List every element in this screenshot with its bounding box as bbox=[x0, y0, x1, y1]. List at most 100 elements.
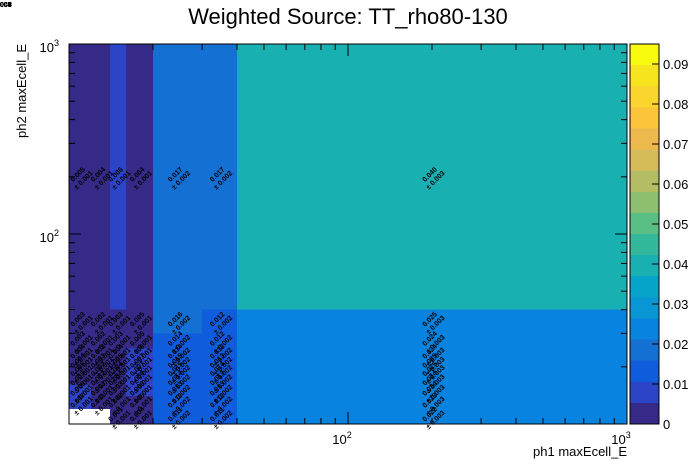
colorbar-swatch bbox=[630, 255, 659, 277]
heatmap-cell bbox=[109, 44, 126, 310]
colorbar-tick-label: 0.04 bbox=[663, 257, 688, 272]
cell-value-label: 0.068± 0.003 bbox=[0, 0, 12, 9]
colorbar-swatch bbox=[630, 212, 659, 234]
heatmap-cell bbox=[69, 366, 92, 376]
heatmap-cell bbox=[152, 333, 203, 349]
colorbar-swatch bbox=[630, 276, 659, 298]
colorbar-swatch bbox=[630, 234, 659, 256]
heatmap-cell bbox=[202, 396, 237, 409]
cell-value-label: 0.089± 0.008 bbox=[0, 0, 12, 9]
x-tick-label: 103 bbox=[611, 430, 630, 447]
y-tick-label: 102 bbox=[40, 228, 59, 245]
heatmap-cell bbox=[109, 366, 126, 376]
heatmap-cell bbox=[202, 375, 237, 386]
heatmap-cell bbox=[91, 385, 110, 397]
heatmap-cell bbox=[91, 396, 110, 409]
colorbar-tick-label: 0 bbox=[663, 417, 670, 432]
colorbar-swatch bbox=[630, 170, 659, 192]
cell-value-label: 0.097± 0.003 bbox=[0, 0, 12, 9]
cell-value-label: 0.057± 0.003 bbox=[0, 0, 12, 9]
heatmap-cell bbox=[202, 309, 237, 334]
heatmap-cell bbox=[69, 44, 92, 310]
colorbar-swatch bbox=[630, 381, 659, 403]
heatmap-cell bbox=[109, 309, 126, 334]
heatmap-cells bbox=[69, 44, 627, 424]
heatmap-cell bbox=[152, 375, 203, 386]
heatmap-cell bbox=[125, 366, 153, 376]
cell-value-label: 0.058± 0.004 bbox=[0, 0, 12, 9]
heatmap-cell bbox=[69, 333, 92, 349]
heatmap-cell bbox=[152, 408, 203, 424]
heatmap-cell bbox=[202, 333, 237, 349]
heatmap-cell bbox=[152, 358, 203, 367]
heatmap-cell bbox=[202, 358, 237, 367]
colorbar-swatch bbox=[630, 297, 659, 319]
heatmap-cell bbox=[109, 348, 126, 359]
colorbar-frame bbox=[629, 43, 660, 425]
colorbar-tick-label: 0.02 bbox=[663, 337, 688, 352]
heatmap-cell bbox=[125, 385, 153, 397]
y-axis-label: ph2 maxEcell_E bbox=[14, 44, 29, 138]
heatmap-cell bbox=[125, 396, 153, 409]
heatmap-cell bbox=[69, 348, 92, 359]
colorbar-tick-label: 0.03 bbox=[663, 297, 688, 312]
heatmap-cell bbox=[125, 44, 153, 310]
colorbar-swatch bbox=[630, 44, 659, 66]
heatmap-cell bbox=[236, 44, 627, 310]
cell-value-label: 0.087± 0.007 bbox=[0, 0, 12, 9]
heatmap-cell bbox=[125, 408, 153, 424]
heatmap-cell bbox=[91, 358, 110, 367]
heatmap-cell bbox=[236, 375, 627, 386]
colorbar-tick-label: 0.07 bbox=[663, 137, 688, 152]
cell-value-label: 0.057± 0.004 bbox=[0, 0, 12, 9]
heatmap-cell bbox=[91, 44, 110, 310]
colorbar-swatch bbox=[630, 318, 659, 340]
cell-value-label: 0.079± 0.005 bbox=[0, 0, 12, 9]
heatmap-cell bbox=[91, 366, 110, 376]
colorbar-tick-label: 0.01 bbox=[663, 377, 688, 392]
heatmap-cell bbox=[69, 385, 92, 397]
heatmap-cell bbox=[109, 408, 126, 424]
heatmap-cell bbox=[152, 385, 203, 397]
cell-value-label: 0.041± 0.003 bbox=[0, 0, 12, 9]
colorbar-tick-label: 0.08 bbox=[663, 97, 688, 112]
heatmap-cell bbox=[202, 408, 237, 424]
heatmap-cell bbox=[236, 333, 627, 349]
heatmap-cell bbox=[202, 385, 237, 397]
cell-value-label: 0.031± 0.003 bbox=[0, 0, 12, 9]
heatmap-cell bbox=[91, 375, 110, 386]
colorbar-swatch bbox=[630, 339, 659, 361]
heatmap-cell bbox=[109, 333, 126, 349]
colorbar-swatch bbox=[630, 360, 659, 382]
heatmap-cell bbox=[109, 396, 126, 409]
heatmap-cell bbox=[91, 333, 110, 349]
heatmap-cell bbox=[69, 375, 92, 386]
x-axis-label: ph1 maxEcell_E bbox=[533, 444, 627, 459]
heatmap-cell bbox=[152, 44, 203, 310]
heatmap-cell bbox=[152, 309, 203, 334]
heatmap-cell bbox=[236, 358, 627, 367]
heatmap-cell bbox=[125, 309, 153, 334]
heatmap-cell bbox=[236, 309, 627, 334]
colorbar-swatch bbox=[630, 402, 659, 424]
colorbar-swatch bbox=[630, 191, 659, 213]
heatmap-cell bbox=[236, 366, 627, 376]
heatmap-cell bbox=[125, 358, 153, 367]
heatmap-cell bbox=[69, 309, 92, 334]
heatmap-cell bbox=[236, 408, 627, 424]
colorbar-tick-label: 0.05 bbox=[663, 217, 688, 232]
colorbar-swatch bbox=[630, 149, 659, 171]
heatmap-cell bbox=[125, 375, 153, 386]
y-tick-label: 103 bbox=[40, 38, 59, 55]
colorbar: 0 0.01 0.02 0.03 0.04 0.05 0.06 0.07 0.08 0.09 bbox=[629, 43, 688, 432]
heatmap-cell bbox=[125, 348, 153, 359]
colorbar-swatch bbox=[630, 65, 659, 87]
heatmap-cell bbox=[152, 366, 203, 376]
chart-title: Weighted Source: TT_rho80-130 bbox=[188, 4, 508, 29]
heatmap-cell bbox=[236, 385, 627, 397]
colorbar-swatch bbox=[630, 128, 659, 150]
colorbar-swatch bbox=[630, 107, 659, 129]
colorbar-tick-label: 0.09 bbox=[663, 57, 688, 72]
heatmap-cell bbox=[202, 348, 237, 359]
